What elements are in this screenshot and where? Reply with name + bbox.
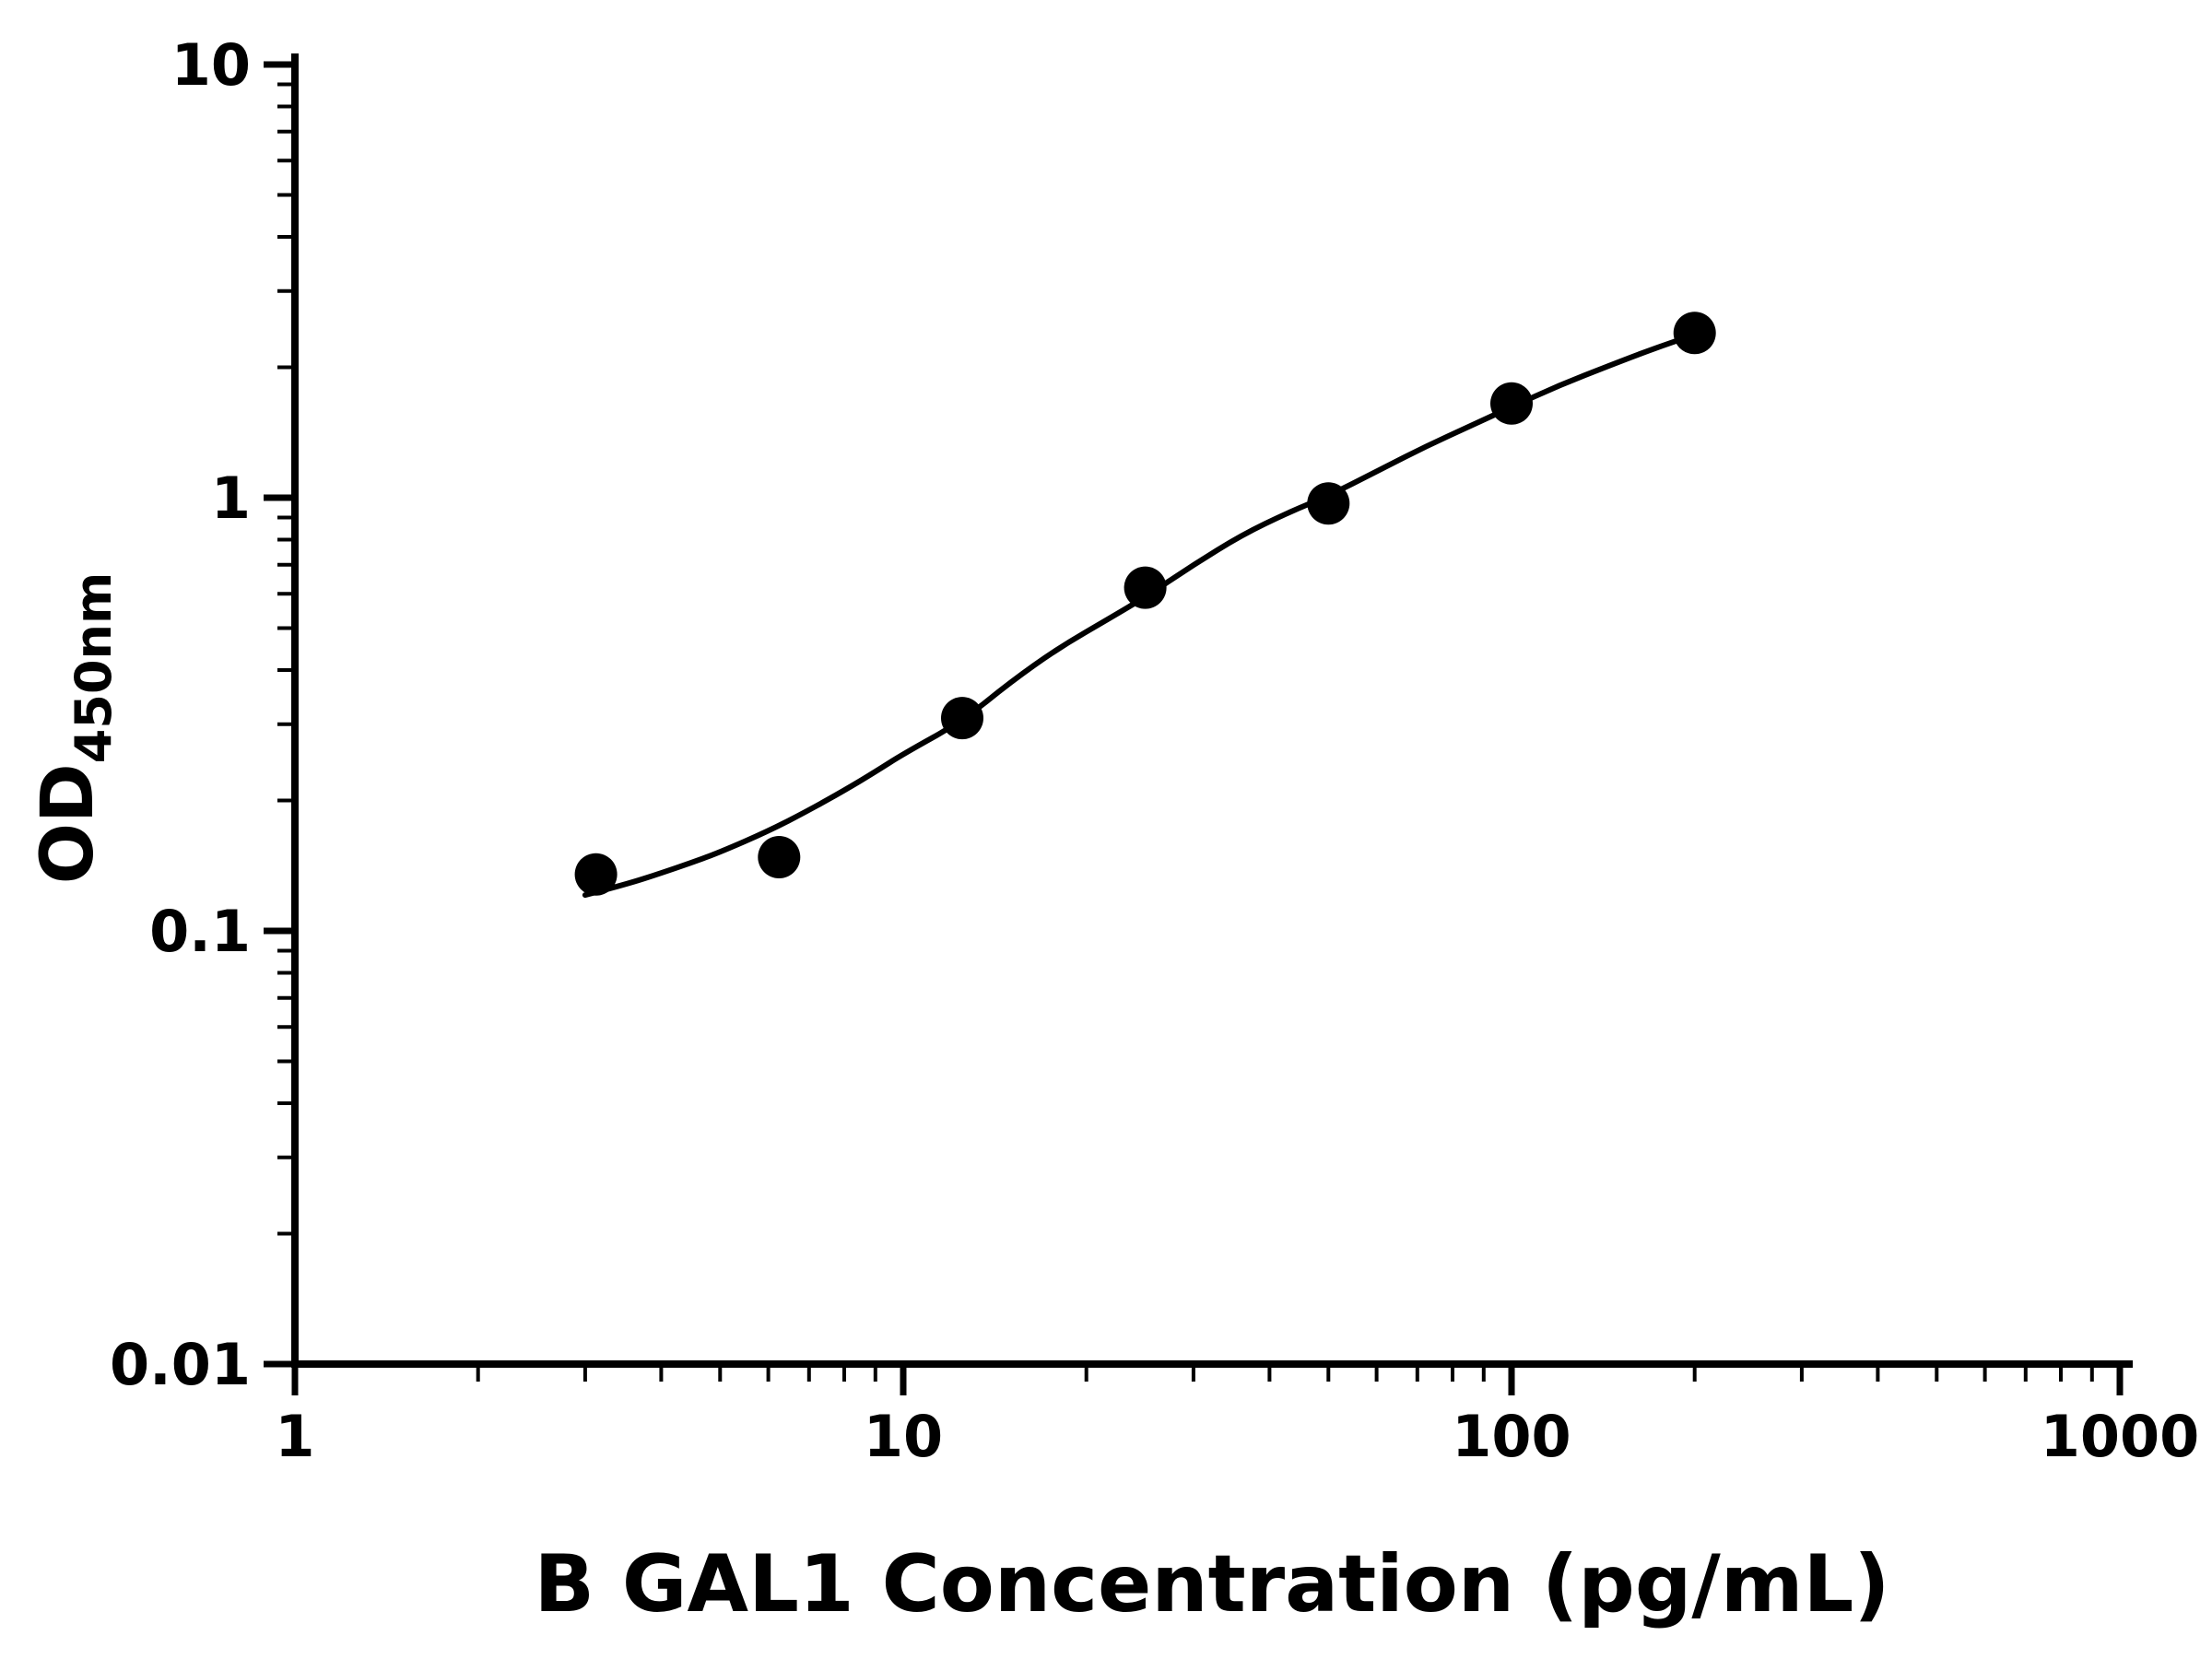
standard-curve-line xyxy=(582,332,1698,899)
y-axis-title-main: OD xyxy=(27,763,110,884)
x-tick-label: 10 xyxy=(864,1403,943,1470)
x-tick-label: 100 xyxy=(1452,1403,1571,1470)
data-point xyxy=(1673,312,1716,355)
y-axis-title: OD450nm xyxy=(27,572,123,885)
y-tick-label: 1 xyxy=(211,465,251,532)
axes xyxy=(291,53,2133,1368)
y-tick-label: 0.01 xyxy=(110,1331,251,1398)
x-axis-title: B GAL1 Concentration (pg/mL) xyxy=(534,1538,1889,1630)
data-points xyxy=(574,312,1716,896)
y-tick-label: 0.1 xyxy=(149,898,251,965)
y-tick-label: 10 xyxy=(171,31,251,99)
data-point xyxy=(941,697,983,740)
x-tick-label: 1 xyxy=(275,1403,314,1470)
y-axis-title-subscript: 450nm xyxy=(65,572,123,763)
data-point xyxy=(1490,382,1533,425)
x-tick-label: 1000 xyxy=(2041,1403,2200,1470)
data-point xyxy=(1307,482,1350,525)
data-point xyxy=(758,836,801,878)
axis-spine xyxy=(291,53,2133,1368)
axis-ticks xyxy=(264,61,2124,1395)
fit-curve xyxy=(582,332,1698,899)
data-point xyxy=(1124,566,1167,609)
axis-tick-labels: 1 10 100 1000 0.01 0.1 1 10 xyxy=(110,31,2199,1470)
data-point xyxy=(574,853,618,896)
